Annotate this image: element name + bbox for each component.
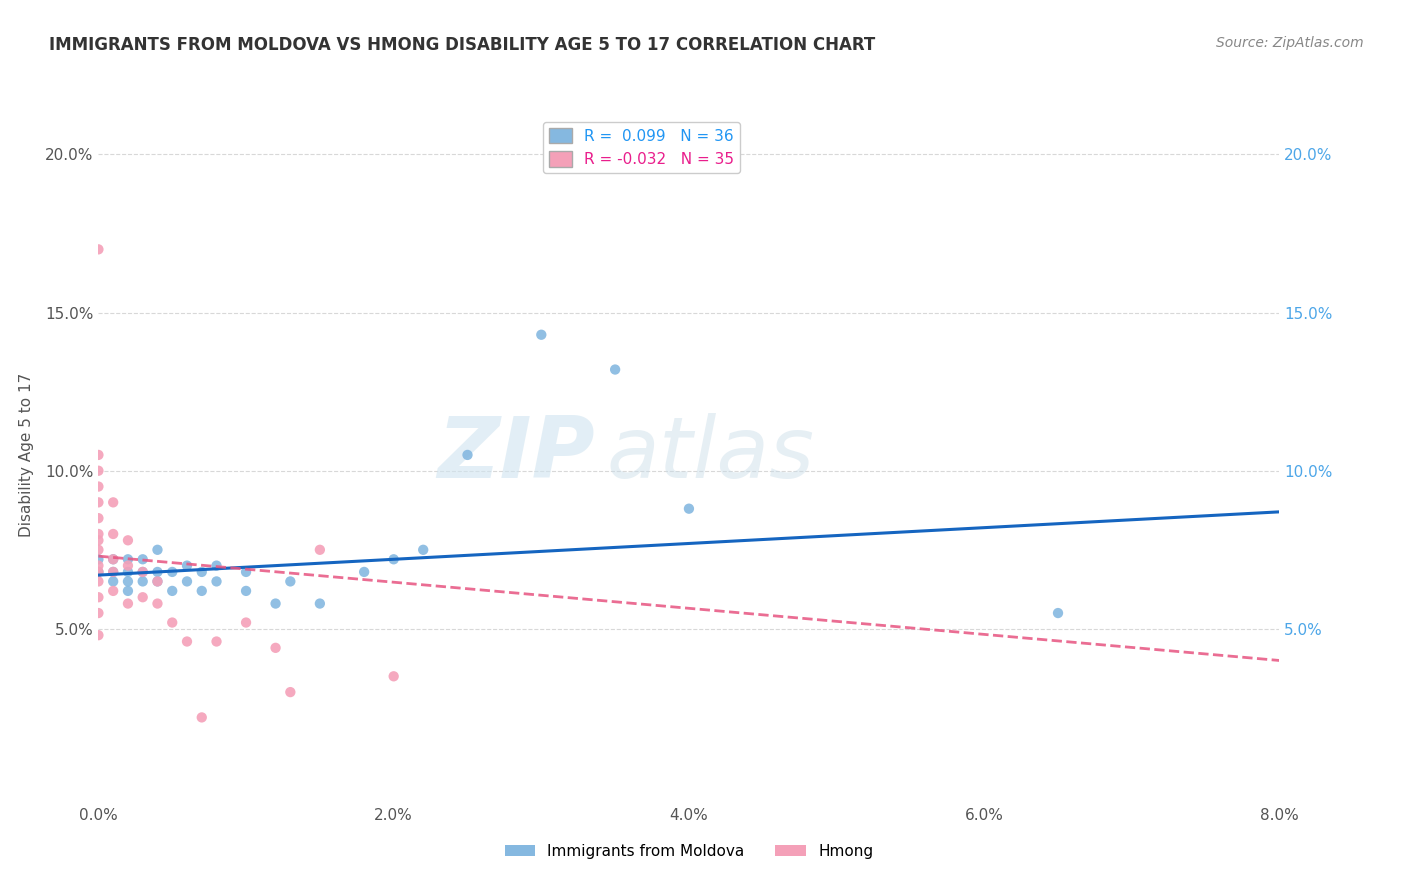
Point — [103, 574, 125, 589]
Point — [353, 565, 375, 579]
Point — [278, 685, 302, 699]
Point — [117, 552, 139, 566]
Point — [146, 574, 169, 589]
Point — [191, 710, 214, 724]
Point — [205, 574, 228, 589]
Point — [87, 591, 110, 605]
Point — [191, 583, 214, 598]
Point — [87, 552, 110, 566]
Point — [235, 583, 257, 598]
Point — [146, 597, 169, 611]
Text: ZIP: ZIP — [437, 413, 595, 497]
Point — [87, 565, 110, 579]
Point — [530, 327, 553, 342]
Point — [1046, 606, 1069, 620]
Text: IMMIGRANTS FROM MOLDOVA VS HMONG DISABILITY AGE 5 TO 17 CORRELATION CHART: IMMIGRANTS FROM MOLDOVA VS HMONG DISABIL… — [49, 36, 876, 54]
Point — [162, 583, 183, 598]
Point — [132, 565, 155, 579]
Point — [146, 542, 169, 557]
Point — [103, 565, 125, 579]
Point — [87, 542, 110, 557]
Point — [117, 533, 139, 548]
Point — [412, 542, 434, 557]
Point — [235, 615, 257, 630]
Point — [176, 558, 198, 573]
Point — [456, 448, 478, 462]
Point — [605, 362, 627, 376]
Point — [87, 511, 110, 525]
Point — [117, 597, 139, 611]
Point — [146, 565, 169, 579]
Point — [87, 565, 110, 579]
Point — [176, 634, 198, 648]
Point — [117, 565, 139, 579]
Point — [87, 448, 110, 462]
Point — [382, 669, 405, 683]
Point — [87, 558, 110, 573]
Point — [278, 574, 302, 589]
Point — [103, 583, 125, 598]
Point — [87, 479, 110, 493]
Y-axis label: Disability Age 5 to 17: Disability Age 5 to 17 — [20, 373, 34, 537]
Point — [103, 552, 125, 566]
Point — [162, 615, 183, 630]
Point — [146, 574, 169, 589]
Point — [264, 597, 287, 611]
Point — [87, 243, 110, 257]
Point — [176, 574, 198, 589]
Point — [205, 558, 228, 573]
Point — [264, 640, 287, 655]
Point — [205, 634, 228, 648]
Point — [117, 574, 139, 589]
Point — [308, 597, 332, 611]
Point — [103, 565, 125, 579]
Point — [87, 464, 110, 478]
Point — [103, 527, 125, 541]
Point — [382, 552, 405, 566]
Point — [117, 583, 139, 598]
Point — [235, 565, 257, 579]
Point — [87, 628, 110, 642]
Point — [132, 591, 155, 605]
Point — [87, 574, 110, 589]
Point — [308, 542, 332, 557]
Point — [103, 495, 125, 509]
Point — [162, 565, 183, 579]
Point — [191, 565, 214, 579]
Point — [103, 552, 125, 566]
Point — [87, 495, 110, 509]
Text: atlas: atlas — [606, 413, 814, 497]
Point — [132, 565, 155, 579]
Point — [132, 574, 155, 589]
Point — [87, 606, 110, 620]
Point — [678, 501, 700, 516]
Legend: Immigrants from Moldova, Hmong: Immigrants from Moldova, Hmong — [499, 838, 879, 864]
Point — [87, 527, 110, 541]
Point — [117, 558, 139, 573]
Point — [132, 552, 155, 566]
Text: Source: ZipAtlas.com: Source: ZipAtlas.com — [1216, 36, 1364, 50]
Point — [87, 533, 110, 548]
